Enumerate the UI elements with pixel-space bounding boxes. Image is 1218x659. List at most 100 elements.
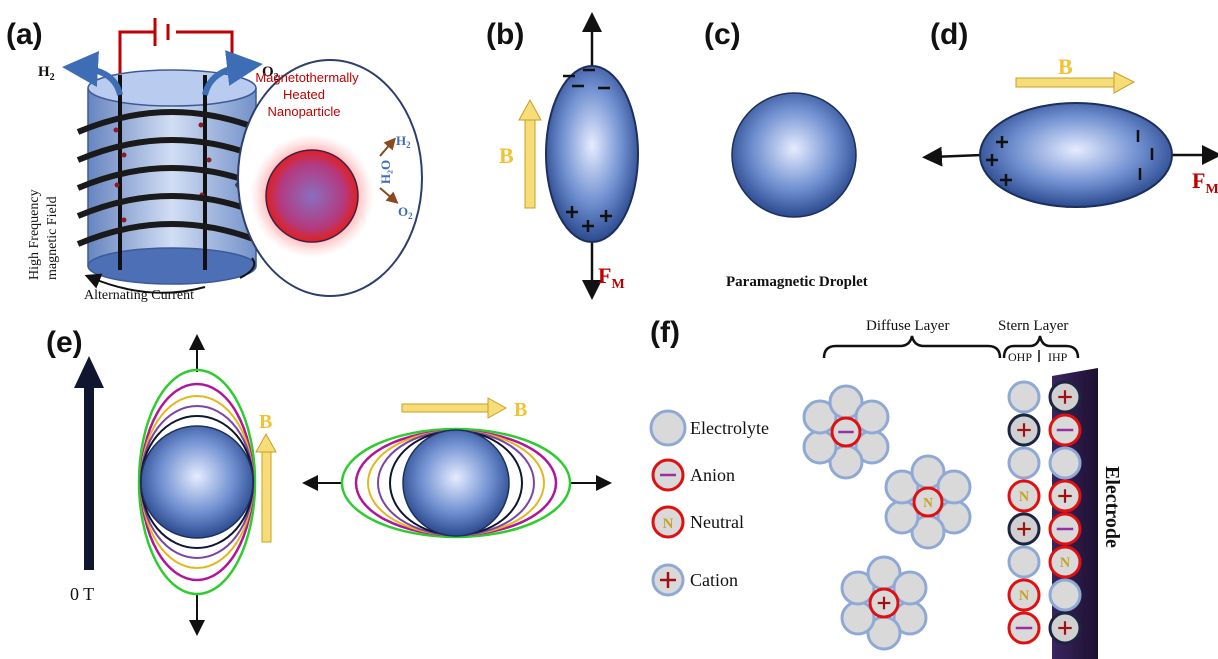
ihp-anion [1048,512,1082,546]
ohp-solvent [1007,545,1041,579]
ihp-label: IHP [1048,350,1068,364]
ihp-cation [1048,479,1082,513]
field-arrow-icon [401,397,508,419]
zero-field-label: 0 T [70,584,94,604]
solvent-molecule [840,570,876,606]
inset-h2-sub: 2 [406,140,411,150]
force-label-d: F [1192,168,1205,193]
droplet-e-vertical [140,425,254,539]
panel-label-f: (f) [650,316,680,349]
svg-text:N: N [1019,588,1030,604]
plus-icon [986,136,1012,186]
field-arrow-icon [1015,71,1136,94]
ihp-cationDark [1048,611,1082,645]
solvent-molecule [854,399,890,435]
ohp-anion [1007,611,1041,645]
ihp-solvent [1048,578,1082,612]
field-label-b: B [499,143,514,168]
solvent-molecule [936,469,972,505]
force-sub-b: M [611,277,624,292]
inset-text-3: Nanoparticle [268,104,341,119]
svg-text:H2: H2 [38,64,55,83]
droplet-horizontal [979,102,1173,208]
ihp-anion [1048,413,1082,447]
neutral-ion: N [912,486,944,518]
panel-label-a: (a) [6,18,43,51]
droplet-e-horizontal [402,429,510,537]
plus-icon [566,206,612,232]
force-label-b: F [598,263,611,288]
solvent-molecule [884,469,920,505]
panel-label-c: (c) [704,18,741,51]
ohp-cationDark [1007,413,1041,447]
inset-text-2: Heated [283,87,325,102]
stern-layer-label: Stern Layer [998,318,1068,334]
field-strength-arrow-icon [74,356,104,570]
field-label-d: B [1058,54,1073,79]
ohp-solvent [1007,446,1041,480]
legend: Electrolyte Anion N Neutral Cation [649,409,769,597]
svg-text:N: N [1019,489,1030,505]
inset-h2o: H₂O [378,160,393,184]
panel-label-e: (e) [46,326,83,359]
inset-h2: H [396,133,406,148]
solvent-molecule [892,570,928,606]
ohp-label: OHP [1008,350,1032,364]
nanoparticle-inset: Magnetothermally Heated Nanoparticle H2 … [234,59,423,297]
solvent-molecule [802,399,838,435]
legend-electrolyte: Electrolyte [690,418,769,438]
solvated-neutral-cluster: N [884,454,972,550]
ohp-solvent [1007,380,1041,414]
svg-text:H2: H2 [396,133,411,150]
electrolyte-icon [649,409,687,447]
solvated-anion-cluster [802,384,890,480]
neutral-icon [651,505,685,539]
legend-anion: Anion [690,465,735,485]
svg-text:O2: O2 [398,204,413,221]
stern-brace [1002,335,1080,359]
panel-label-b: (b) [486,18,524,51]
field-label-e-vertical: B [259,411,272,433]
minus-icon [1136,130,1154,180]
h2-label: H [38,64,50,80]
panel-c: (c) Paramagnetic Droplet [704,18,868,290]
diffuse-brace [822,335,1002,359]
minus-icon [563,68,610,90]
stern-layer-ions: N N N [1007,380,1082,645]
neutral-icon-letter: N [663,516,674,532]
current-label: Alternating Current [84,288,194,303]
svg-text:O2: O2 [262,64,279,83]
svg-text:FM: FM [1192,168,1218,197]
ihp-cationDark [1048,380,1082,414]
inset-text-1: Magnetothermally [255,70,359,85]
anion-ion [830,416,862,448]
svg-text:N: N [1060,555,1071,571]
panel-label-d: (d) [930,18,968,51]
field-label-1: High Frequency [27,189,42,280]
ohp-neutral: N [1007,479,1041,513]
panel-b: (b) B FM [486,12,639,300]
h2-sub: 2 [50,72,55,83]
legend-neutral: Neutral [690,512,744,532]
cation-ion [868,587,900,619]
battery-icon [118,18,234,75]
svg-text:N: N [923,495,933,510]
panel-a: (a) [6,18,423,303]
force-sub-d: M [1205,182,1218,197]
panel-d: (d) B FM [922,18,1218,208]
o2-sub: 2 [274,72,279,83]
ihp-neutral: N [1048,545,1082,579]
ohp-neutral: N [1007,578,1041,612]
diffuse-layer-label: Diffuse Layer [866,318,949,334]
panel-e: (e) 0 T B B [46,326,612,636]
h2-arrow-icon [62,51,123,96]
electrode-label: Electrode [1101,466,1123,548]
o2-arrow-icon [202,50,263,96]
ihp-solvent [1048,446,1082,480]
droplet-vertical [545,65,639,243]
panel-f: (f) Diffuse Layer Stern Layer OHP IHP El… [649,316,1123,659]
field-arrow-icon [518,98,542,209]
inset-o2: O [398,204,408,219]
field-label-e-horizontal: B [514,399,527,421]
